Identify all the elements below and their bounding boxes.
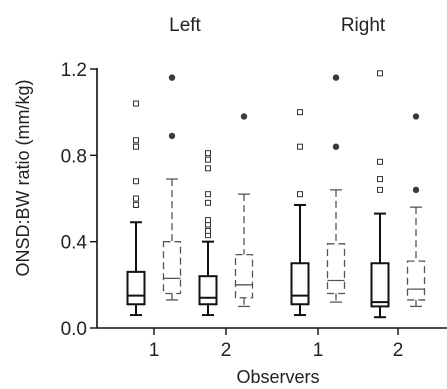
outlier-point (205, 199, 211, 206)
outlier-point (377, 186, 383, 193)
outlier-point (297, 109, 303, 116)
outlier-point (332, 74, 340, 81)
box-iqr (234, 253, 254, 299)
box-iqr (162, 241, 182, 295)
outlier-point (133, 137, 139, 144)
outlier-point (205, 191, 211, 198)
box-left-observer-1-solid (126, 100, 146, 317)
outlier-point (332, 143, 340, 150)
box-right-observer-2-solid (370, 70, 390, 319)
box-iqr (198, 275, 218, 306)
outlier-point (133, 178, 139, 185)
outlier-point (168, 74, 176, 81)
x-axis-title: Observers (236, 367, 319, 387)
outlier-point (205, 150, 211, 157)
box-right-observer-1-solid (290, 109, 310, 317)
y-tick-label: 0.0 (61, 319, 87, 340)
outlier-point (377, 158, 383, 165)
outlier-point (412, 186, 420, 194)
plot-area (126, 70, 426, 319)
box-left-observer-2-solid (198, 150, 218, 317)
outlier-point (205, 165, 211, 172)
outlier-point (168, 132, 176, 140)
outlier-point (133, 195, 139, 202)
box-left-observer-1-dashed (162, 74, 182, 301)
y-tick-label: 0.8 (61, 146, 87, 167)
x-tick-label: 2 (393, 340, 404, 361)
outlier-point (205, 217, 211, 224)
outlier-point (133, 100, 139, 107)
outlier-point (133, 143, 139, 150)
outlier-point (205, 227, 211, 234)
y-tick-label: 0.4 (61, 233, 88, 254)
y-tick-label: 1.2 (61, 60, 87, 81)
outlier-point (205, 156, 211, 163)
box-iqr (126, 270, 146, 306)
x-tick-label: 2 (221, 340, 232, 361)
box-iqr (406, 260, 426, 301)
outlier-point (240, 113, 248, 120)
x-tick-label: 1 (149, 340, 160, 361)
box-iqr (370, 262, 390, 308)
box-iqr (290, 262, 310, 306)
panel-title-left: Left (169, 15, 201, 36)
box-right-observer-2-dashed (406, 113, 426, 308)
box-left-observer-2-dashed (234, 113, 254, 308)
axes: 0.0 0.4 0.8 1.2 1 2 1 2 (61, 60, 447, 361)
x-tick-label: 1 (313, 340, 324, 361)
outlier-point (133, 201, 139, 208)
y-axis-title: ONSD:BW ratio (mm/kg) (13, 79, 33, 276)
outlier-point (297, 143, 303, 150)
panel-title-right: Right (341, 15, 386, 36)
outlier-point (297, 191, 303, 198)
outlier-point (377, 70, 383, 77)
box-right-observer-1-dashed (326, 74, 346, 303)
box-iqr (326, 243, 346, 295)
outlier-point (377, 176, 383, 183)
outlier-point (412, 113, 420, 120)
